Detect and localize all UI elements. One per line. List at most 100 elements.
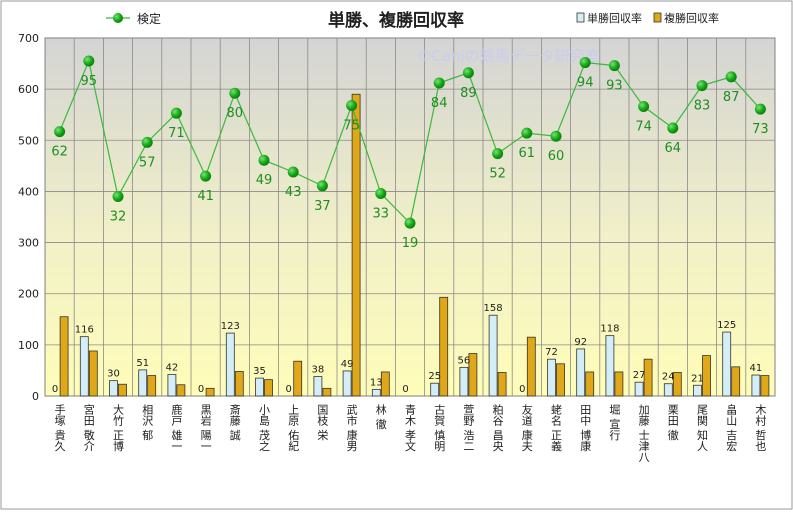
win-bar-label: 42 <box>166 363 179 374</box>
win-bar <box>79 336 89 397</box>
win-bar-label: 35 <box>253 366 266 377</box>
test-point-label: 74 <box>635 120 652 135</box>
win-bar-label: 38 <box>312 365 325 376</box>
test-point <box>492 148 504 160</box>
test-point-label: 60 <box>548 149 565 164</box>
x-tick-label: 相沢 郁 <box>141 404 154 441</box>
x-tick-label: 古賀 慎明 <box>433 404 446 452</box>
test-point <box>112 191 124 203</box>
y-tick-label: 700 <box>18 32 39 45</box>
place-bar <box>293 360 303 397</box>
win-bar-label: 0 <box>286 384 292 395</box>
place-bar <box>59 316 69 397</box>
test-point <box>433 77 445 89</box>
place-bar <box>526 336 536 397</box>
place-bar <box>322 387 332 397</box>
legend-place-swatch <box>653 12 662 23</box>
test-point <box>667 122 679 134</box>
win-bar-label: 0 <box>198 384 204 395</box>
place-bar <box>468 353 478 397</box>
win-bar-label: 0 <box>402 384 408 395</box>
x-tick-label: 萱野 浩二 <box>462 404 475 452</box>
test-point <box>141 136 153 148</box>
test-point-label: 87 <box>723 90 740 105</box>
x-tick-label: 田中 博康 <box>579 404 592 452</box>
win-bar-label: 27 <box>633 370 646 381</box>
test-point-label: 80 <box>227 106 244 121</box>
test-point <box>638 101 650 113</box>
test-point-label: 49 <box>256 173 273 188</box>
place-bar <box>147 375 157 397</box>
legend-place: 複勝回収率 <box>653 11 719 25</box>
test-point-label: 19 <box>402 236 419 251</box>
test-point-label: 95 <box>81 74 98 89</box>
x-tick-label: 尾関 知人 <box>696 404 709 452</box>
test-point-label: 89 <box>460 86 477 101</box>
x-tick-label: 上原 佑紀 <box>287 404 300 452</box>
test-point <box>229 87 241 99</box>
place-bar <box>380 371 390 397</box>
test-point <box>83 55 95 67</box>
y-tick-label: 500 <box>18 134 39 147</box>
win-bar <box>313 376 323 397</box>
x-tick-label: 加藤 士津八 <box>637 404 650 463</box>
test-point <box>550 130 562 142</box>
legend-line-label: 検定 <box>137 11 161 26</box>
test-point-label: 33 <box>373 206 390 221</box>
place-bar <box>205 387 215 397</box>
x-tick-label: 堀 宣行 <box>608 404 621 441</box>
place-bar <box>643 358 653 397</box>
win-bar-label: 21 <box>691 373 704 384</box>
place-bar <box>176 384 186 397</box>
test-point <box>200 170 212 182</box>
test-point-label: 37 <box>314 199 331 214</box>
test-point-label: 57 <box>139 155 156 170</box>
win-bar <box>167 374 177 397</box>
place-bar <box>702 355 711 397</box>
x-tick-label: 畠山 吉宏 <box>725 403 738 452</box>
x-tick-label: 粕谷 昌央 <box>491 403 504 452</box>
place-bar <box>672 372 682 397</box>
place-bar <box>264 379 273 397</box>
win-bar-label: 25 <box>428 371 441 382</box>
x-tick-label: 武市 康男 <box>345 404 358 452</box>
test-point-label: 71 <box>168 126 185 141</box>
legend-win-label: 単勝回収率 <box>587 11 642 25</box>
x-tick-label: 国枝 栄 <box>316 404 329 441</box>
x-tick-label: 小島 茂之 <box>258 404 271 452</box>
win-bar-label: 41 <box>750 363 763 374</box>
x-tick-label: 斎藤 誠 <box>228 403 241 441</box>
place-bar <box>351 93 361 397</box>
win-bar <box>634 381 644 397</box>
y-tick-label: 400 <box>18 185 39 198</box>
win-bar-label: 116 <box>75 325 94 336</box>
win-bar <box>693 384 702 397</box>
y-tick-label: 200 <box>18 288 39 301</box>
win-bar <box>371 388 381 397</box>
place-bar <box>497 372 507 397</box>
win-bar-label: 0 <box>519 384 525 395</box>
y-tick-label: 100 <box>18 339 39 352</box>
test-point <box>608 60 620 72</box>
win-bar <box>138 369 148 397</box>
win-bar <box>576 348 586 397</box>
test-point <box>375 187 387 199</box>
win-bar-label: 72 <box>545 347 558 358</box>
plot-area <box>44 37 776 397</box>
test-point <box>258 154 270 166</box>
test-point <box>170 107 182 119</box>
place-bar <box>614 371 624 397</box>
place-bar <box>556 363 565 397</box>
win-bar <box>722 331 732 397</box>
y-tick-label: 300 <box>18 237 39 250</box>
win-bar-label: 51 <box>136 358 149 369</box>
x-tick-label: 蛯名 正義 <box>550 404 563 452</box>
place-bar <box>585 371 595 397</box>
x-tick-label: 青木 孝文 <box>404 404 417 452</box>
x-tick-label: 鹿戸 雄一 <box>170 403 183 452</box>
place-bar <box>439 296 449 397</box>
win-bar <box>255 377 264 397</box>
win-bar <box>663 383 673 397</box>
